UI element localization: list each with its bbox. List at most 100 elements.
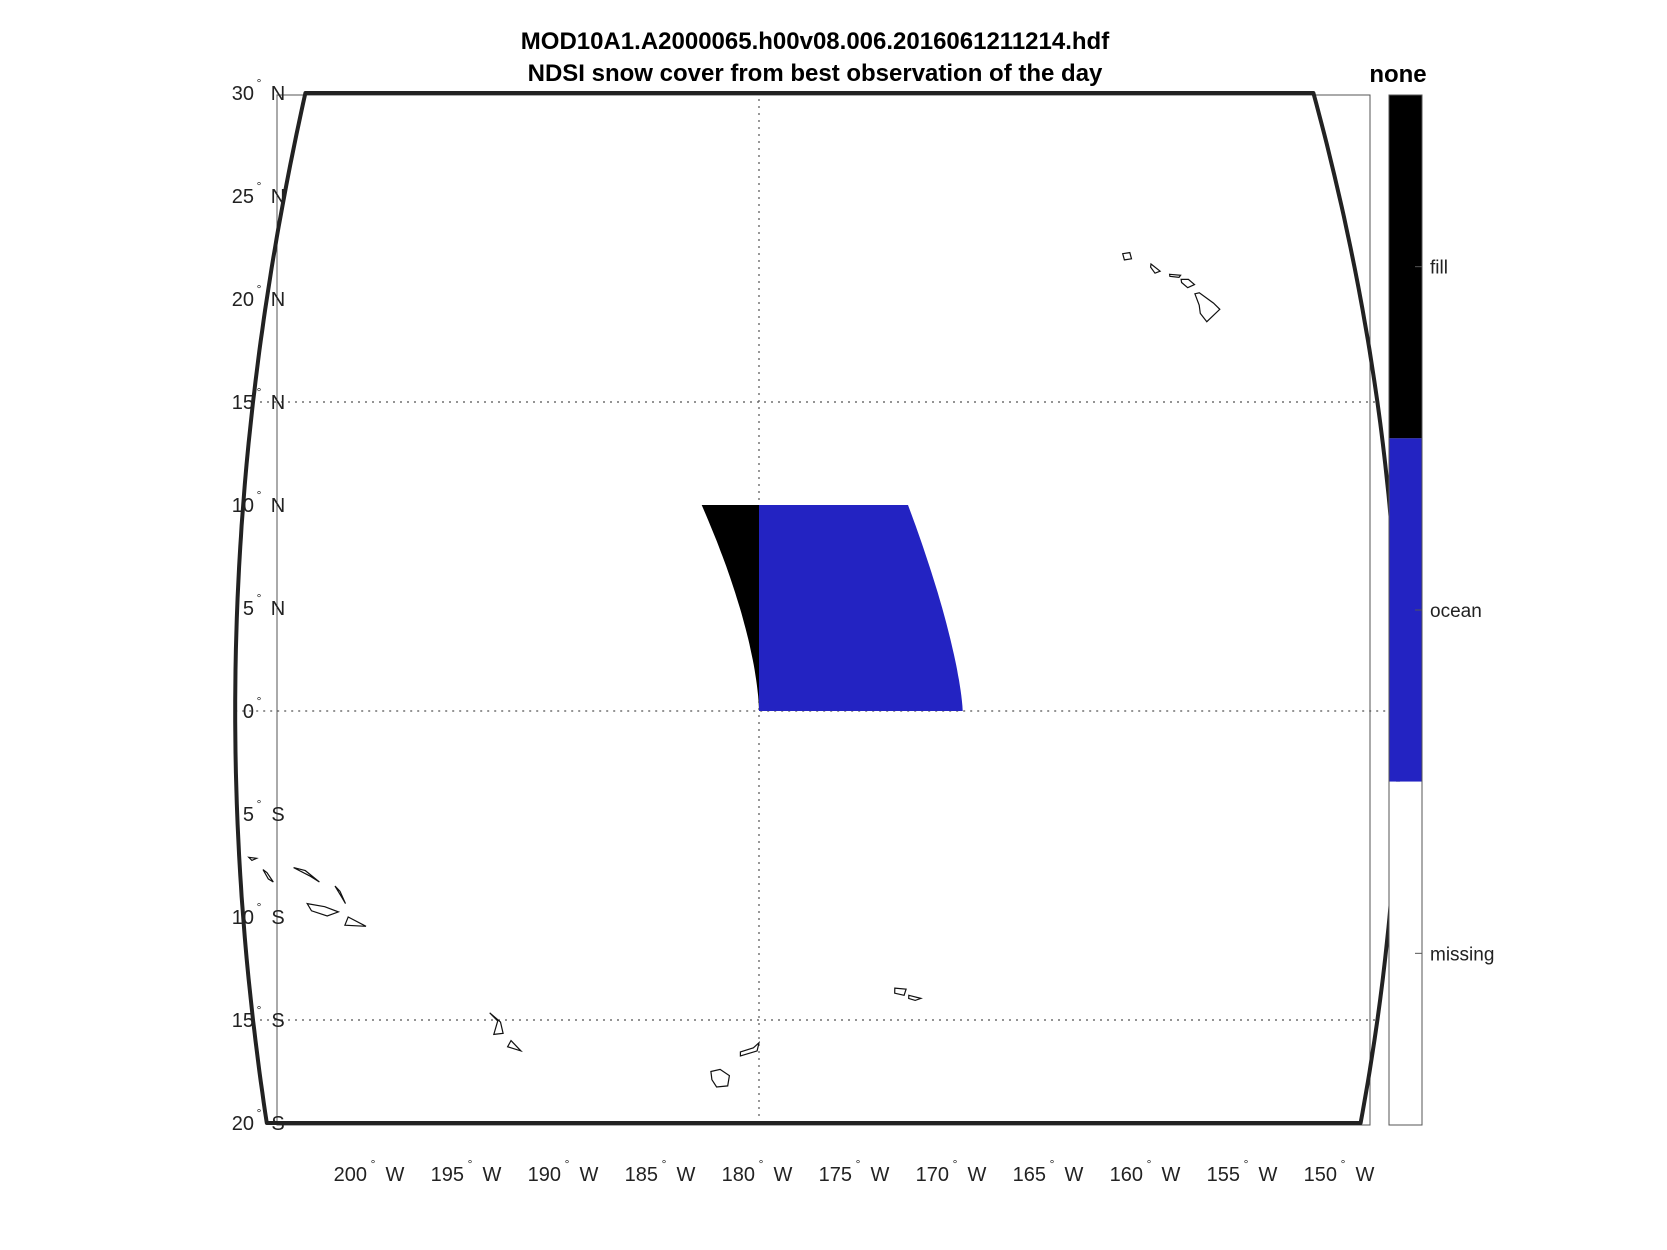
island-outline [1149,262,1162,274]
degree-symbol: ° [257,797,262,811]
lat-tick-value: 15 [232,1010,254,1032]
lon-tick-value: 155 [1207,1164,1240,1186]
lat-hemisphere: N [271,186,285,208]
lon-hemisphere: W [871,1164,890,1186]
degree-symbol: ° [257,694,262,708]
lon-tick-label: 180 ° W [722,1157,793,1186]
lon-tick-value: 185 [625,1164,658,1186]
lat-tick-label: 15 ° N [232,385,285,414]
lat-hemisphere: N [271,598,285,620]
degree-symbol: ° [257,1106,262,1120]
lon-tick-value: 175 [819,1164,852,1186]
island-outline [262,869,274,883]
lat-tick-label: 15 ° S [232,1003,285,1032]
lat-tick-label: 10 ° S [232,900,285,929]
degree-symbol: ° [1244,1157,1249,1171]
colorbar-label: ocean [1430,601,1482,622]
colorbar-outline [1388,94,1423,1126]
lat-tick-label: 20 ° N [232,282,285,311]
island-outline [739,1040,761,1057]
lon-tick-label: 170 ° W [916,1157,987,1186]
lon-tick-value: 160 [1110,1164,1143,1186]
degree-symbol: ° [371,1157,376,1171]
coastlines [247,251,1221,1088]
lon-hemisphere: W [677,1164,696,1186]
lon-tick-value: 150 [1304,1164,1337,1186]
degree-symbol: ° [1147,1157,1152,1171]
degree-symbol: ° [953,1157,958,1171]
degree-symbol: ° [257,1003,262,1017]
lon-tick-label: 175 ° W [819,1157,890,1186]
degree-symbol: ° [257,488,262,502]
colorbar-label: missing [1430,944,1494,965]
colorbar: fill ocean missing [1388,94,1494,1126]
island-outline [1168,273,1182,279]
lon-tick-value: 165 [1013,1164,1046,1186]
degree-symbol: ° [257,179,262,193]
lon-tick-label: 185 ° W [625,1157,696,1186]
lon-hemisphere: W [968,1164,987,1186]
lat-tick-label: 0 ° [243,694,262,723]
lon-tick-label: 160 ° W [1110,1157,1181,1186]
lon-hemisphere: W [1356,1164,1375,1186]
island-outline [293,867,320,883]
lat-tick-label: 25 ° N [232,179,285,208]
lat-hemisphere: N [271,392,285,414]
lat-tick-label: 30 ° N [232,76,285,105]
lat-tick-value: 5 [243,804,254,826]
lon-tick-label: 150 ° W [1304,1157,1375,1186]
lon-tick-value: 200 [334,1164,367,1186]
colorbar-label: fill [1430,258,1448,279]
lat-hemisphere: S [271,1010,284,1032]
degree-symbol: ° [257,282,262,296]
island-outline [894,987,907,997]
lon-hemisphere: W [774,1164,793,1186]
degree-symbol: ° [257,385,262,399]
map-frame-outline [233,91,1402,1125]
lon-hemisphere: W [1065,1164,1084,1186]
island-outline [344,916,367,927]
lat-tick-value: 0 [243,701,254,723]
island-outline [1194,292,1221,323]
latitude-labels: 30 ° N25 ° N20 ° N15 ° N10 ° N5 ° N0 °5 ° S10 ° S15 ° S20 ° S [232,76,285,1135]
lon-tick-label: 165 ° W [1013,1157,1084,1186]
island-outline [247,856,259,862]
lon-tick-label: 190 ° W [528,1157,599,1186]
degree-symbol: ° [565,1157,570,1171]
degree-symbol: ° [1050,1157,1055,1171]
map-frame [233,91,1402,1125]
lat-hemisphere: N [271,289,285,311]
lon-hemisphere: W [1259,1164,1278,1186]
lat-tick-value: 20 [232,1113,254,1135]
lon-tick-label: 200 ° W [334,1157,405,1186]
fill-region [701,505,759,711]
lat-tick-label: 5 ° S [243,797,285,826]
island-outline [908,994,923,1002]
degree-symbol: ° [468,1157,473,1171]
degree-symbol: ° [856,1157,861,1171]
lat-hemisphere: S [271,907,284,929]
lat-hemisphere: N [271,83,285,105]
lat-tick-value: 10 [232,495,254,517]
degree-symbol: ° [257,76,262,90]
island-outline [334,885,347,904]
island-outline [506,1039,523,1053]
island-outline [710,1068,731,1088]
lon-hemisphere: W [386,1164,405,1186]
island-outline [489,1012,504,1036]
lon-tick-label: 155 ° W [1207,1157,1278,1186]
lat-hemisphere: S [271,804,284,826]
ocean-region [759,505,963,711]
lat-tick-value: 20 [232,289,254,311]
data-tile [701,505,963,711]
island-outline [1180,278,1196,289]
lat-hemisphere: S [271,1113,284,1135]
figure-title-line1: MOD10A1.A2000065.h00v08.006.201606121121… [521,28,1110,55]
lon-tick-value: 170 [916,1164,949,1186]
island-outline [306,902,341,917]
lat-tick-label: 20 ° S [232,1106,285,1135]
degree-symbol: ° [257,591,262,605]
degree-symbol: ° [1341,1157,1346,1171]
lon-tick-value: 195 [431,1164,464,1186]
